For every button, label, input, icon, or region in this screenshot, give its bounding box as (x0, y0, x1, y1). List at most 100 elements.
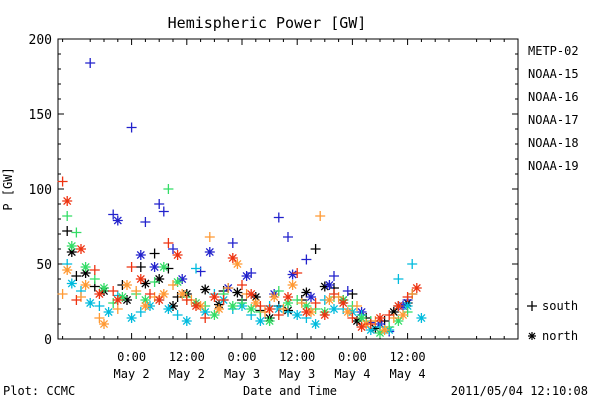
north-point (209, 310, 220, 320)
south-point (273, 212, 284, 223)
north-point (177, 289, 188, 299)
north-point (342, 307, 353, 317)
south-point (94, 301, 105, 311)
north-point (306, 292, 316, 302)
south-point (163, 238, 174, 248)
y-tick-label: 100 (29, 183, 52, 198)
north-point (85, 298, 96, 308)
north-point (416, 313, 427, 323)
south-point (94, 313, 105, 323)
south-point (278, 304, 289, 314)
south-point (407, 259, 418, 269)
y-tick-label: 50 (36, 258, 52, 273)
south-point (140, 217, 151, 227)
north-point (269, 292, 280, 302)
south-point (62, 226, 73, 236)
north-point (200, 307, 211, 317)
north-point (232, 287, 243, 298)
south-point (402, 292, 413, 302)
south-point (273, 310, 284, 320)
north-point (80, 262, 91, 272)
south-point (57, 289, 68, 299)
north-point (411, 283, 422, 293)
south-point (283, 232, 293, 242)
south-point (191, 263, 201, 274)
north-point (163, 304, 174, 314)
footer-plot-credit: Plot: CCMC (3, 384, 75, 398)
legend-hemisphere-label: south (542, 299, 578, 313)
north-point (365, 325, 376, 335)
north-point (301, 307, 312, 317)
south-point (57, 176, 68, 187)
legend-series-label: NOAA-17 (528, 113, 579, 127)
north-point (66, 241, 77, 251)
north-point (250, 298, 261, 308)
north-point (227, 301, 238, 311)
south-point (71, 271, 82, 281)
south-point (204, 232, 215, 242)
legend-hemisphere-label: north (542, 329, 578, 343)
north-point (112, 215, 123, 226)
north-point (319, 310, 330, 320)
north-point (177, 274, 188, 284)
x-tick-label-date: May 3 (279, 367, 315, 381)
x-tick-label-time: 0:00 (338, 350, 367, 364)
north-point (379, 325, 390, 335)
south-point (71, 295, 82, 305)
north-point (338, 298, 349, 308)
north-point (204, 247, 215, 257)
x-tick-label-date: May 4 (390, 367, 426, 381)
north-point (103, 307, 114, 317)
north-point (356, 313, 367, 323)
south-point (158, 206, 169, 217)
x-tick-label-date: May 4 (334, 367, 370, 381)
legend-north-symbol (528, 332, 536, 340)
south-point (329, 271, 339, 281)
footer-timestamp: 2011/05/04 12:10:08 (451, 384, 588, 398)
north-point (191, 301, 201, 311)
north-point (140, 301, 151, 311)
legend-series-label: NOAA-18 (528, 136, 579, 150)
south-point (145, 289, 155, 299)
south-point (365, 319, 376, 329)
south-point (310, 298, 321, 308)
south-point (71, 227, 82, 238)
north-point (154, 295, 165, 305)
y-axis-label: P [GW] (1, 167, 15, 210)
north-point (375, 328, 385, 338)
south-point (237, 280, 247, 290)
south-point (200, 313, 211, 323)
north-point (301, 287, 312, 298)
north-point (370, 323, 381, 334)
north-point (209, 292, 220, 302)
north-point (356, 322, 367, 332)
south-point (168, 280, 178, 290)
north-point (393, 316, 404, 326)
x-tick-label-time: 0:00 (117, 350, 146, 364)
south-point (126, 262, 137, 272)
north-point (99, 283, 109, 293)
north-point (200, 284, 211, 295)
legend: METP-02 NOAA-15 NOAA-16 NOAA-17 NOAA-18 NOAA-… (527, 44, 579, 343)
south-point (89, 274, 100, 284)
north-point (122, 280, 132, 290)
north-point (329, 304, 339, 314)
south-point (163, 184, 174, 194)
legend-series-label: NOAA-15 (528, 67, 579, 81)
x-tick-label-time: 12:00 (169, 350, 205, 364)
north-point (264, 304, 275, 314)
north-point (172, 277, 183, 287)
north-point (181, 316, 192, 326)
north-point (324, 280, 335, 290)
north-point (246, 304, 257, 314)
south-point (329, 289, 339, 299)
north-point (112, 295, 123, 305)
south-point (108, 209, 119, 220)
x-tick-label-time: 12:00 (390, 350, 426, 364)
south-point (154, 199, 165, 209)
south-point (126, 122, 137, 133)
south-point (384, 310, 395, 320)
north-point (301, 301, 312, 311)
x-tick-label-date: May 3 (224, 367, 260, 381)
